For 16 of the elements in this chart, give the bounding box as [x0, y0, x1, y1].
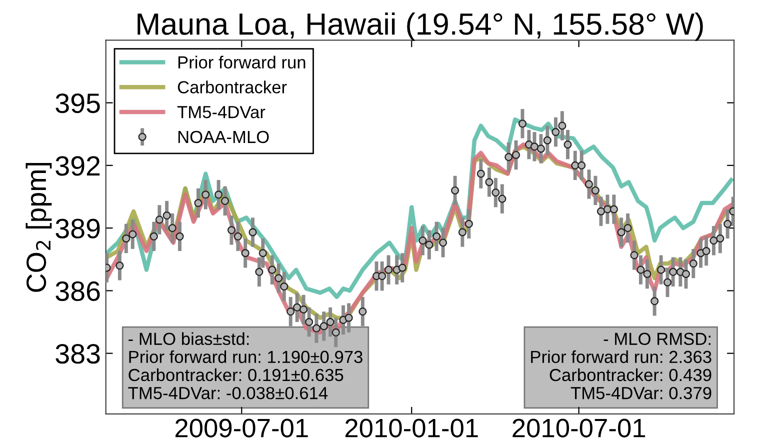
annotation: - MLO RMSD: Prior forward run: 2.363 Carbontracker: 0.439 TM5-4DVar: 0.379: [531, 332, 712, 400]
x-tick-label: 2010-07-01: [512, 418, 646, 438]
annotation: - MLO bias±std: Prior forward run: 1.190±0.973 Carbontracker: 0.191±0.635 TM5-4DVar: -0.038±0.614: [128, 332, 362, 400]
legend-label: NOAA-MLO: [178, 130, 269, 144]
legend-label: TM5-4DVar: [177, 106, 266, 118]
y-axis-title: CO$_{2}$ [ppm]: [26, 162, 52, 292]
y-tick-label: 392: [56, 156, 100, 176]
legend-label: Carbontracker: [178, 80, 287, 94]
chart-title: Mauna Loa, Hawaii (19.54° N, 155.58° W): [138, 12, 703, 41]
y-tick-label: 395: [56, 93, 100, 114]
y-tick-label: 389: [56, 218, 100, 238]
y-tick-label: 386: [56, 281, 100, 302]
legend-label: Prior forward run: [178, 56, 306, 69]
x-tick-label: 2010-01-01: [345, 418, 478, 438]
y-tick-label: 383: [56, 344, 100, 364]
x-tick-label: 2009-07-01: [175, 418, 308, 438]
